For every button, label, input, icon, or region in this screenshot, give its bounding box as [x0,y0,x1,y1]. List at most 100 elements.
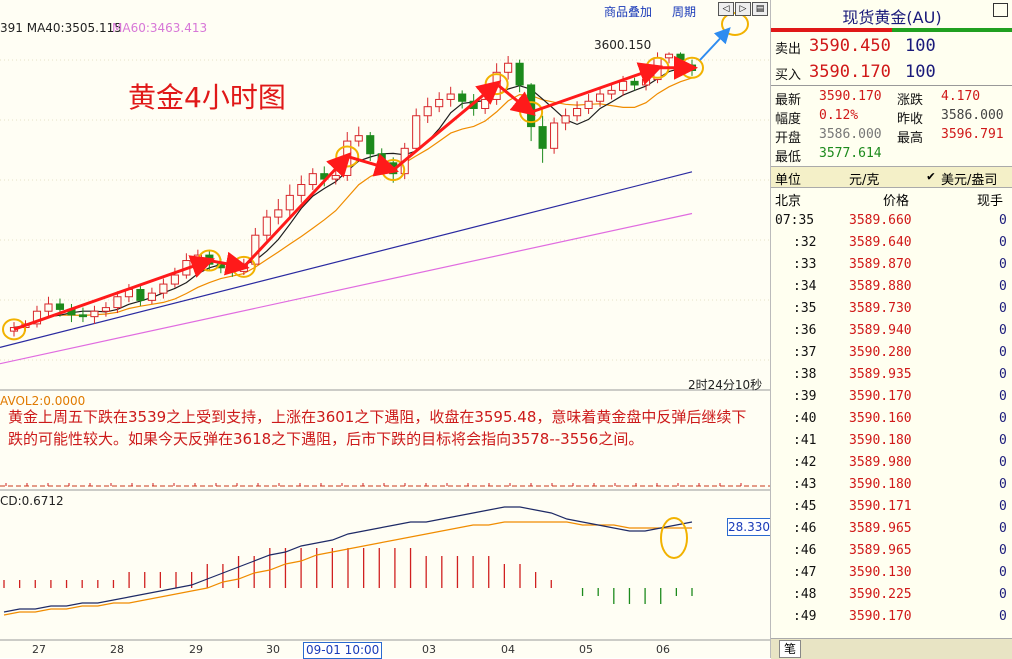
tick-row: :47 3590.130 0 [771,562,1012,584]
macd-dea-line [3,521,692,616]
trend-arrow [242,152,352,268]
ma-legend: 391 MA40:3505.115 [0,21,122,35]
tick-time: :38 [793,367,817,382]
tick-price: 3589.880 [849,279,912,294]
tick-row: :43 3590.180 0 [771,474,1012,496]
buy-label: 买入 [775,68,802,83]
candle-body [170,274,179,285]
layout-icon[interactable]: ▤ [752,2,768,16]
sell-bar [771,28,892,32]
trend-arrow [13,255,216,331]
col-volume: 现手 [977,194,1004,209]
tick-volume: 0 [999,609,1007,624]
tick-time: :35 [793,301,817,316]
tick-time: 07:35 [775,213,815,228]
macd-value-box: 28.330 [727,518,771,536]
tick-time: :36 [793,323,817,338]
period-menu[interactable]: 周期 [672,5,697,19]
tick-row: :36 3589.940 0 [771,320,1012,342]
price-chart-svg[interactable] [0,0,770,658]
pointer-arrow [699,27,731,61]
stat-value: 3586.000 [819,127,882,142]
scroll-left-icon[interactable]: ◁ [718,2,734,16]
x-axis-label: 27 [32,643,46,656]
tick-time: :46 [793,521,817,536]
stat-key: 昨收 [897,112,924,127]
candle-body [423,106,432,117]
candle-body [515,62,524,86]
tick-price: 3589.940 [849,323,912,338]
tick-time: :32 [793,235,817,250]
stat-value: 3586.000 [941,108,1004,123]
candle-body [354,135,363,142]
candle-body [618,80,628,91]
candle-body [481,98,490,109]
tick-volume: 0 [999,279,1007,294]
tick-price: 3589.660 [849,213,912,228]
tick-time: :41 [793,433,817,448]
tick-row: :46 3589.965 0 [771,540,1012,562]
tick-volume: 0 [999,543,1007,558]
unit-bar[interactable]: 单位 元/克 ✔ 美元/盎司 [771,166,1012,188]
check-icon[interactable]: ✔ [927,169,935,184]
candle-body [641,79,651,86]
trend-arrow [495,82,536,116]
candle-body [90,310,99,318]
instrument-title: 现货黄金(AU) [842,8,942,27]
ma40-line [0,171,693,349]
candle-body [504,62,513,73]
overlay-menu[interactable]: 商品叠加 [604,5,653,19]
stat-value: 3596.791 [941,127,1004,142]
tick-tab[interactable]: 笔 [779,640,801,658]
tick-row: :37 3590.280 0 [771,342,1012,364]
stats-row: 最低 3577.614 [771,145,1012,165]
candle-body [550,122,559,149]
annotation-circle [660,517,688,559]
candle-body [607,89,616,95]
x-axis-label: 30 [266,643,280,656]
tick-time: :49 [793,609,817,624]
window-icon[interactable] [993,3,1008,17]
scroll-right-icon[interactable]: ▷ [735,2,751,16]
stat-key: 最高 [897,131,924,146]
candle-body [435,98,444,108]
tick-volume: 0 [999,521,1007,536]
tick-row: :41 3590.180 0 [771,430,1012,452]
tick-volume: 0 [999,213,1007,228]
sell-label: 卖出 [775,42,802,57]
buy-row[interactable]: 买入 3590.170 100 [771,62,1012,84]
x-axis-label: 06 [656,643,670,656]
tick-price: 3590.280 [849,345,912,360]
tick-volume: 0 [999,323,1007,338]
sell-row[interactable]: 卖出 3590.450 100 [771,36,1012,58]
candle-body [527,84,536,128]
tick-header: 北京 价格 现手 [771,190,1012,210]
candle-body [446,93,455,100]
trend-arrow [530,62,664,114]
tick-price: 3590.225 [849,587,912,602]
unit-option[interactable]: 美元/盎司 [941,173,998,188]
chart-area[interactable]: 391 MA40:3505.115 MA60:3463.413 商品叠加 周期 … [0,0,771,659]
annotation-circle [2,318,26,341]
macd-dif-line [3,506,693,613]
panel-footer: 笔 [771,638,1012,659]
tick-price: 3589.965 [849,543,912,558]
candle-body [113,296,122,309]
tick-price: 3590.180 [849,477,912,492]
tick-price: 3590.170 [849,389,912,404]
tick-row: :49 3590.170 0 [771,606,1012,628]
tick-price: 3590.130 [849,565,912,580]
tick-row: :35 3589.730 0 [771,298,1012,320]
ma-mid-line [13,77,693,329]
candle-body [262,216,271,236]
tick-time: :34 [793,279,817,294]
ma60-line [0,212,693,365]
x-axis-label: 03 [422,643,436,656]
candle-body [366,135,375,155]
tick-volume: 0 [999,367,1007,382]
tick-volume: 0 [999,257,1007,272]
tick-price: 3590.170 [849,609,912,624]
cursor-date-box: 09-01 10:00 [303,642,383,659]
stat-value: 0.12% [819,108,859,123]
tick-row: :42 3589.980 0 [771,452,1012,474]
